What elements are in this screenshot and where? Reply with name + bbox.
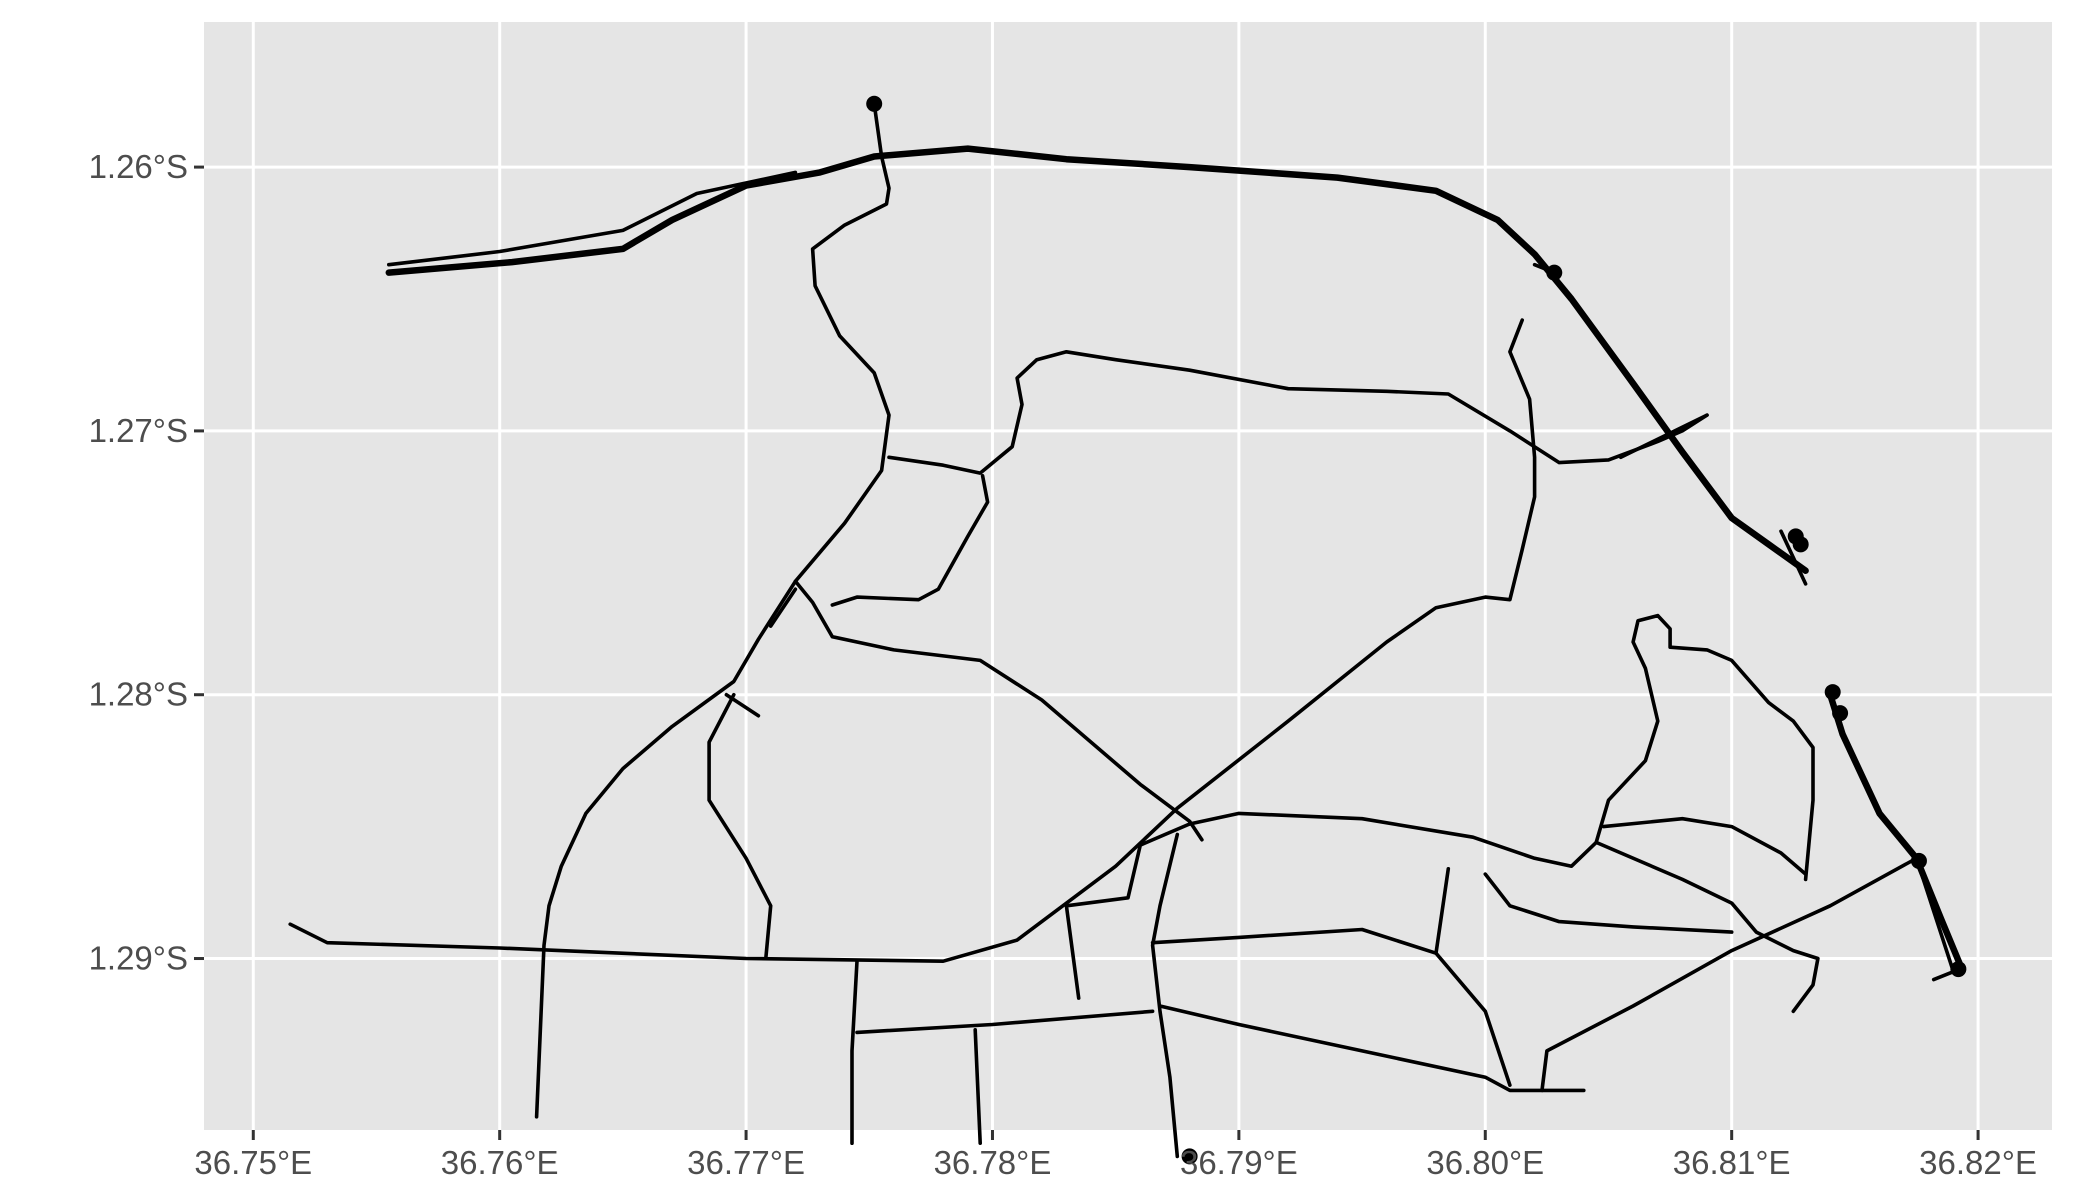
- road-endpoint-marker: [1546, 264, 1563, 281]
- x-tick-label: 36.76°E: [441, 1144, 559, 1181]
- y-tick-label: 1.28°S: [89, 676, 188, 713]
- road-segment: [1158, 1004, 1586, 1093]
- x-tick-label: 36.78°E: [934, 1144, 1052, 1181]
- road-segment: [855, 1009, 1155, 1035]
- road-segment: [1150, 832, 1180, 1159]
- road-segment: [724, 692, 761, 718]
- road-segment: [1187, 811, 1820, 1014]
- x-tick-label: 36.77°E: [687, 1144, 805, 1181]
- road-segment: [887, 350, 1709, 475]
- road-segment: [387, 170, 798, 267]
- road-endpoint-marker: [1792, 536, 1809, 553]
- x-axis: 36.75°E 36.76°E 36.77°E 36.78°E 36.79°E 36.80…: [194, 1130, 2037, 1181]
- road-segment: [1150, 927, 1512, 1087]
- y-axis: 1.26°S 1.27°S 1.28°S 1.29°S: [89, 148, 204, 977]
- road-endpoint-marker: [1910, 852, 1927, 869]
- road-segment: [1064, 822, 1192, 1000]
- road-endpoint-marker: [1824, 684, 1841, 701]
- y-tick-label: 1.26°S: [89, 148, 188, 185]
- y-tick-label: 1.27°S: [89, 412, 188, 449]
- plot-panel-background: [204, 22, 2052, 1130]
- road-segment: [1826, 691, 1965, 970]
- road-lines: [288, 102, 1965, 1159]
- road-segment: [973, 1028, 982, 1145]
- road-segment: [793, 579, 1204, 842]
- x-tick-label: 36.81°E: [1673, 1144, 1791, 1181]
- road-segment: [1483, 872, 1734, 934]
- x-tick-label: 36.79°E: [1180, 1144, 1298, 1181]
- grid-lines: [204, 22, 2052, 1130]
- y-tick-label: 1.29°S: [89, 940, 188, 977]
- road-endpoint-marker: [1181, 1148, 1198, 1165]
- x-tick-label: 36.82°E: [1919, 1144, 2037, 1181]
- road-endpoint-marker: [1950, 961, 1967, 978]
- x-tick-label: 36.80°E: [1426, 1144, 1544, 1181]
- road-segment: [1594, 613, 1815, 882]
- road-segment: [288, 318, 1537, 963]
- road-segment: [1540, 856, 1919, 1093]
- road-endpoint-marker: [866, 95, 883, 112]
- x-tick-label: 36.75°E: [194, 1144, 312, 1181]
- road-segment: [707, 692, 773, 961]
- road-segment: [830, 474, 990, 607]
- road-segment: [1779, 529, 1808, 586]
- road-segment: [1601, 816, 1808, 876]
- road-segment: [850, 959, 859, 1145]
- map-points: [866, 95, 1967, 1165]
- road-segment: [768, 587, 798, 628]
- road-segment: [1434, 867, 1451, 955]
- road-segment: [1619, 413, 1709, 460]
- road-endpoint-marker: [1832, 705, 1849, 722]
- road-segment: [534, 102, 891, 1119]
- road-segment: [385, 145, 1809, 574]
